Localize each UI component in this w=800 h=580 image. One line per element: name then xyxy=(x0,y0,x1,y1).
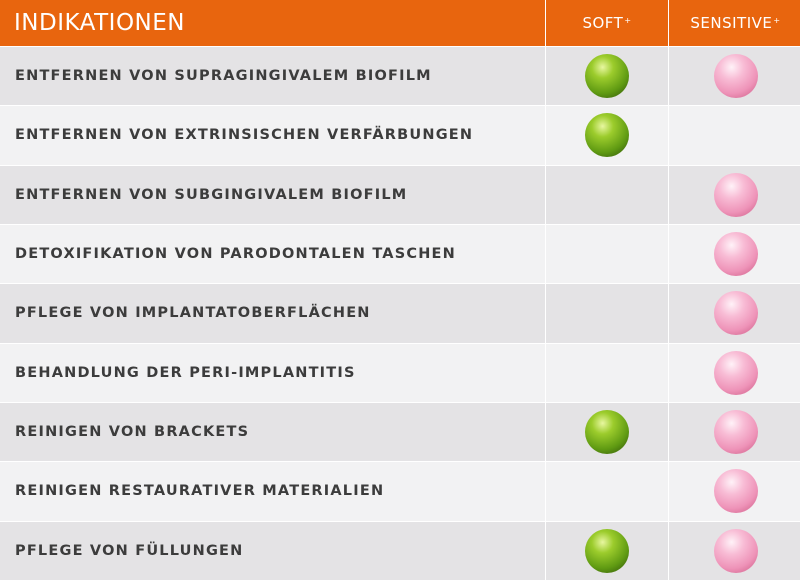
mark-cell xyxy=(546,224,668,284)
mark-cell xyxy=(546,284,668,343)
green-dot xyxy=(585,54,629,99)
row-label: ENTFERNEN VON SUBGINGIVALEM BIOFILM xyxy=(0,165,545,224)
row-label: PFLEGE VON IMPLANTATOBERFLÄCHEN xyxy=(0,284,545,343)
row-label: REINIGEN RESTAURATIVER MATERIALIEN xyxy=(0,462,545,521)
dot-icon xyxy=(713,350,758,395)
dot-icon xyxy=(713,172,758,217)
dot-icon xyxy=(713,528,758,573)
green-dot xyxy=(585,113,629,158)
row-label: ENTFERNEN VON EXTRINSISCHEN VERFÄRBUNGEN xyxy=(0,106,545,165)
mark-cell xyxy=(669,462,800,521)
row-label: DETOXIFIKATION VON PARODONTALEN TASCHEN xyxy=(0,224,545,284)
pink-dot xyxy=(713,291,758,336)
mark-cell xyxy=(546,343,668,402)
mark-cell xyxy=(546,521,668,580)
dot-icon xyxy=(585,54,629,99)
pink-dot xyxy=(713,350,758,395)
mark-cell xyxy=(546,47,668,106)
mark-cell xyxy=(669,224,800,284)
mark-cell xyxy=(546,402,668,462)
row-label: PFLEGE VON FÜLLUNGEN xyxy=(0,521,545,580)
row-label: BEHANDLUNG DER PERI-IMPLANTITIS xyxy=(0,343,545,402)
pink-dot xyxy=(713,232,758,277)
column-header: SENSITIVE + xyxy=(669,0,800,46)
column-sup: + xyxy=(773,15,781,25)
mark-cell xyxy=(546,165,668,224)
column-label: SOFT xyxy=(582,14,624,32)
pink-dot xyxy=(713,469,758,514)
pink-dot xyxy=(713,410,758,455)
column-sup: + xyxy=(624,15,632,25)
pink-dot xyxy=(713,528,758,573)
mark-cell xyxy=(669,343,800,402)
green-dot xyxy=(585,528,629,573)
mark-cell xyxy=(669,521,800,580)
column-header: SOFT + xyxy=(546,0,668,46)
mark-cell xyxy=(546,462,668,521)
dot-icon xyxy=(713,291,758,336)
pink-dot xyxy=(713,54,758,99)
mark-cell xyxy=(546,106,668,165)
dot-icon xyxy=(585,528,629,573)
mark-cell xyxy=(669,106,800,165)
row-label: REINIGEN VON BRACKETS xyxy=(0,402,545,462)
header-title: INDIKATIONEN xyxy=(0,0,545,46)
mark-cell xyxy=(669,284,800,343)
row-label: ENTFERNEN VON SUPRAGINGIVALEM BIOFILM xyxy=(0,47,545,106)
dot-icon xyxy=(585,113,629,158)
dot-icon xyxy=(713,232,758,277)
dot-icon xyxy=(713,410,758,455)
dot-icon xyxy=(713,54,758,99)
mark-cell xyxy=(669,165,800,224)
dot-icon xyxy=(713,469,758,514)
mark-cell xyxy=(669,402,800,462)
green-dot xyxy=(585,410,629,455)
dot-icon xyxy=(585,410,629,455)
pink-dot xyxy=(713,172,758,217)
mark-cell xyxy=(669,47,800,106)
column-label: SENSITIVE xyxy=(690,14,773,32)
